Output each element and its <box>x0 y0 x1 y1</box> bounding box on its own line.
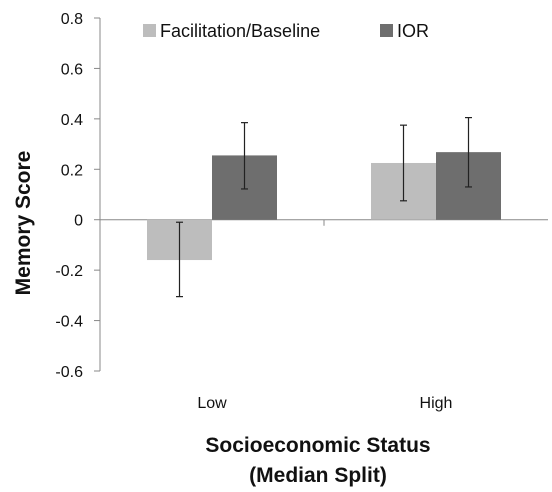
y-tick-label: 0.6 <box>61 61 83 78</box>
y-tick-label: -0.4 <box>55 314 83 331</box>
x-axis-title-line-1: Socioeconomic Status <box>205 434 430 457</box>
y-tick-label: -0.2 <box>55 263 83 280</box>
y-tick-label: 0 <box>74 213 83 230</box>
bars <box>147 152 501 261</box>
y-tick-label: 0.2 <box>61 162 83 179</box>
x-tick-label: Low <box>197 395 227 412</box>
x-axis-title-line-2: (Median Split) <box>249 464 387 487</box>
y-axis-title: Memory Score <box>12 151 35 296</box>
legend-label-1: Facilitation/Baseline <box>160 21 320 41</box>
legend-swatch-2 <box>380 24 393 37</box>
y-tick-labels: 0.8 0.6 0.4 0.2 0 -0.2 -0.4 -0.6 <box>55 11 83 381</box>
legend: Facilitation/Baseline IOR <box>143 21 429 41</box>
error-bars <box>176 116 472 298</box>
legend-label-2: IOR <box>397 21 429 41</box>
y-tick-label: -0.6 <box>55 364 83 381</box>
y-tick-label: 0.4 <box>61 112 83 129</box>
x-tick-labels: Low High <box>197 395 452 412</box>
y-tick-label: 0.8 <box>61 11 83 28</box>
legend-swatch-1 <box>143 24 156 37</box>
x-tick-label: High <box>420 395 453 412</box>
